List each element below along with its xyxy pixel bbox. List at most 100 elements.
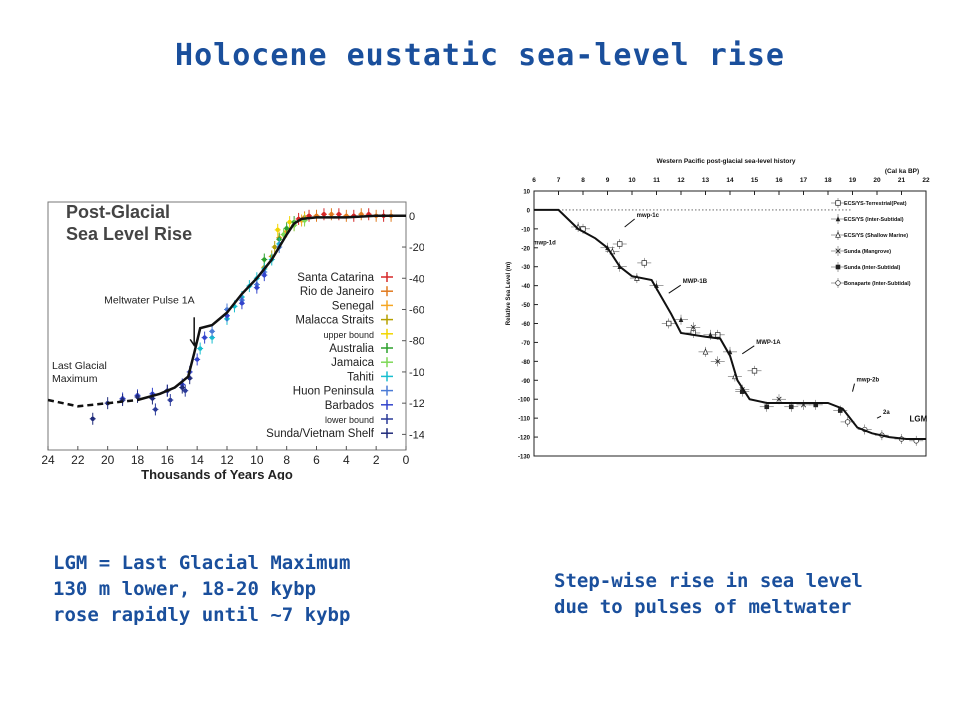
y-tick-label: -140: [409, 429, 424, 441]
y-tick-label: -60: [409, 304, 424, 316]
caption-line: 130 m lower, 18-20 kybp: [53, 578, 317, 600]
y-tick-label: 0: [527, 208, 531, 214]
data-point: [813, 402, 819, 408]
x-tick-labels: 24 22 20 18 16 14 12 10 8 6 4 2 0: [41, 446, 410, 467]
legend-label: Australia: [329, 343, 374, 355]
x-tick-label: 18: [824, 177, 832, 184]
legend-label: upper bound: [323, 330, 374, 340]
legend-marker: [831, 246, 845, 256]
trend-curve: [137, 214, 406, 402]
y-tick-label: -80: [409, 336, 424, 348]
data-point: [835, 231, 841, 238]
data-point: [776, 396, 782, 402]
data-point: [180, 385, 185, 390]
x-tick-label: 18: [131, 453, 145, 467]
annotation-label: mwp-1c: [637, 213, 660, 219]
y-tick-label: 10: [523, 190, 530, 196]
x-tick-label: 15: [751, 177, 759, 184]
data-point: [153, 407, 158, 412]
data-point: [197, 346, 203, 351]
legend-label: Senegal: [332, 300, 374, 312]
annotation-arrow: [668, 284, 682, 294]
x-tick-label: 12: [220, 453, 234, 467]
data-point: [209, 329, 215, 334]
data-point: [835, 200, 841, 206]
data-point: [90, 416, 95, 421]
x-tick-label: 16: [775, 177, 783, 184]
annotation-meltwater-pulse: Meltwater Pulse 1A: [104, 294, 194, 306]
data-point: [641, 260, 647, 266]
x-axis-label: Thousands of Years Ago: [141, 467, 293, 480]
legend-marker: [831, 214, 845, 224]
legend-label: Barbados: [325, 400, 374, 412]
data-point: [239, 301, 245, 306]
y-tick-label: -110: [518, 417, 530, 423]
x-tick-label: 11: [653, 177, 660, 184]
x-tick-labels: 6 7 8 9 10 11 12 13 14 15 16 17 18 19 20 21 22: [532, 177, 930, 195]
legend-label: Sunda (Mangrove): [844, 249, 891, 255]
data-point: [715, 358, 721, 364]
caption-line: due to pulses of meltwater: [554, 596, 852, 618]
data-point: [835, 280, 841, 286]
legend-label: Rio de Janeiro: [300, 286, 374, 298]
x-tick-label: 20: [873, 177, 881, 184]
annotation-lgm: Last Glacial: [52, 360, 107, 372]
data-point: [168, 397, 173, 403]
data-point: [739, 389, 745, 394]
x-tick-label: 14: [190, 453, 204, 467]
annotation-arrow: [624, 218, 635, 228]
y-tick-label: -70: [521, 341, 530, 347]
x-tick-label: 17: [800, 177, 808, 184]
caption-stepwise: Step-wise rise in sea level due to pulse…: [554, 568, 863, 620]
x-tick-label: 10: [628, 177, 636, 184]
x-unit-label: (Cal ka BP): [885, 168, 919, 175]
data-point: [666, 320, 672, 327]
annotation-mwp-1a: MWP-1A: [741, 340, 781, 355]
annotation-label: mwp-2b: [857, 378, 880, 384]
legend-label: Tahiti: [347, 371, 374, 383]
legend-marker: [831, 278, 845, 288]
annotation-label: mwp-1d: [533, 241, 556, 247]
data-point: [788, 404, 794, 410]
data-point: [287, 219, 292, 225]
data-point: [209, 335, 215, 340]
y-tick-label: -100: [409, 367, 424, 379]
x-tick-label: 8: [283, 453, 290, 467]
data-point: [135, 394, 140, 400]
x-tick-label: 24: [41, 453, 55, 467]
y-tick-label: -40: [409, 273, 424, 285]
x-tick-label: 21: [898, 177, 906, 184]
data-point: [764, 404, 770, 410]
legend-label: Sunda/Vietnam Shelf: [266, 428, 375, 440]
data-point: [708, 332, 713, 338]
x-tick-label: 16: [161, 453, 175, 467]
legend-label: Huon Peninsula: [293, 386, 375, 398]
legend-label: lower bound: [325, 415, 374, 425]
annotation-lgm: Maximum: [52, 373, 98, 385]
x-tick-label: 4: [343, 453, 350, 467]
caption-lgm: LGM = Last Glacial Maximum 130 m lower, …: [53, 550, 350, 628]
slide-title: Holocene eustatic sea-level rise: [175, 38, 785, 73]
x-tick-label: 22: [922, 177, 930, 184]
legend-label: Jamaica: [331, 357, 374, 369]
data-point: [844, 419, 851, 425]
y-tick-label: -30: [521, 265, 530, 271]
trend-curve: [534, 208, 926, 440]
legend-marker: [831, 230, 845, 240]
annotation-arrow: [876, 415, 882, 419]
annotation-arrow: [852, 383, 855, 392]
x-tick-label: 19: [849, 177, 857, 184]
data-point: [837, 408, 843, 413]
data-point: [275, 227, 280, 233]
legend-label: Malacca Straits: [295, 315, 374, 327]
data-point: [835, 248, 841, 254]
legend-label: ECS/YS (Inter-Subtidal): [844, 217, 904, 223]
data-point: [183, 388, 188, 393]
y-axis-label: Relative Sea Level (m): [506, 262, 512, 325]
x-tick-label: 8: [581, 177, 585, 184]
y-tick-label: -50: [521, 303, 530, 309]
series-lower-bound: [152, 384, 189, 416]
data-point: [835, 216, 841, 222]
y-tick-label: -10: [521, 227, 530, 233]
western-pacific-sea-level-chart: Western Pacific post-glacial sea-level h…: [506, 158, 930, 461]
